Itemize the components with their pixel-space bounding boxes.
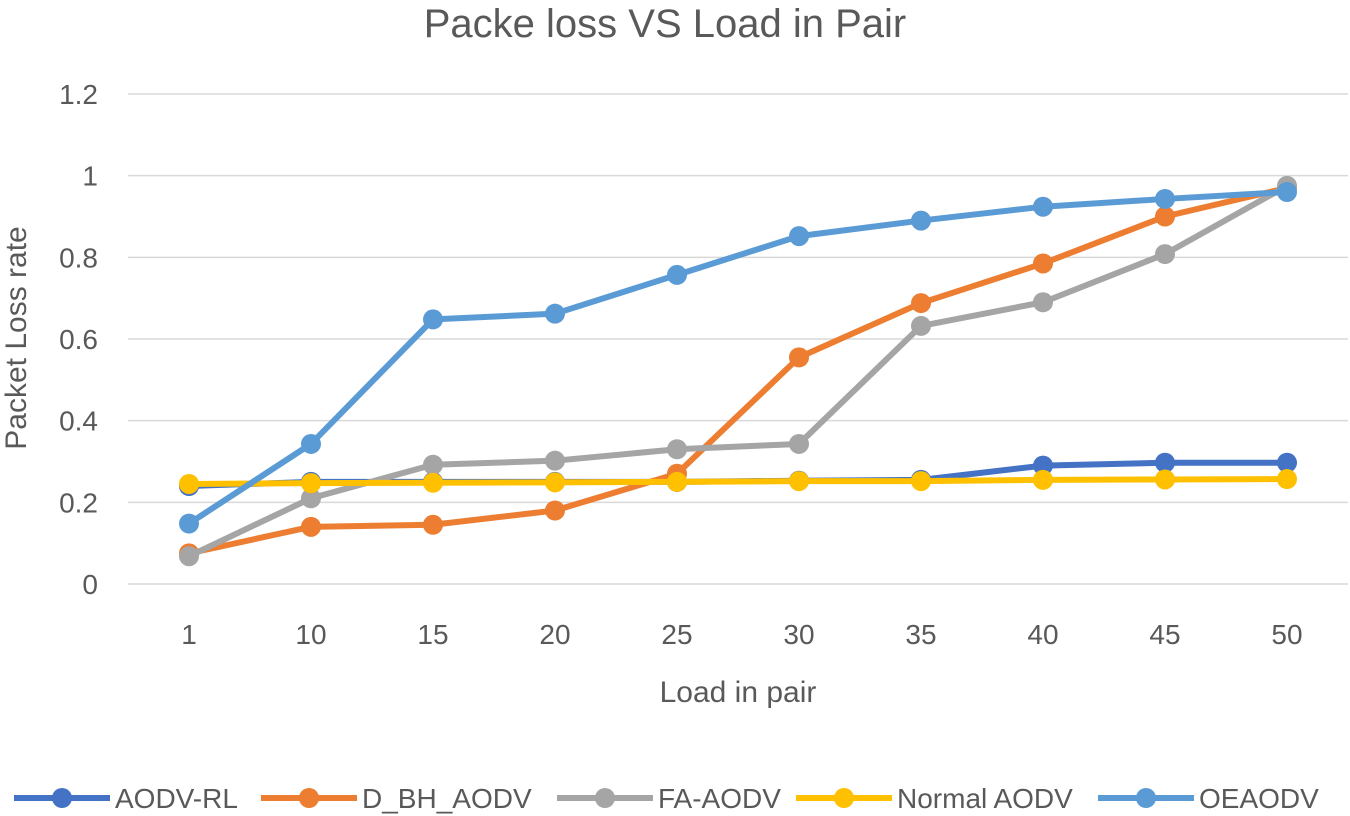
x-axis-title: Load in pair (660, 676, 817, 709)
x-tick-label: 15 (417, 619, 448, 650)
legend-label: FA-AODV (658, 783, 781, 814)
data-point-normal-aodv (545, 472, 565, 493)
data-point-fa-aodv (301, 488, 321, 509)
data-point-fa-aodv (1155, 244, 1175, 265)
data-point-normal-aodv (789, 471, 809, 492)
data-point-d-bh-aodv (423, 514, 443, 535)
data-point-d-bh-aodv (789, 347, 809, 368)
legend-swatch-marker (52, 788, 72, 808)
data-point-aodv-rl (1277, 452, 1297, 473)
y-tick-label: 1.2 (59, 79, 98, 110)
legend-item-d-bh-aodv: D_BH_AODV (261, 783, 532, 814)
legend-swatch-marker (1136, 788, 1156, 808)
data-point-d-bh-aodv (301, 516, 321, 537)
legend-label: D_BH_AODV (362, 783, 532, 814)
data-point-fa-aodv (423, 454, 443, 475)
x-tick-label: 35 (905, 619, 936, 650)
data-point-fa-aodv (1033, 292, 1053, 313)
data-point-fa-aodv (789, 433, 809, 454)
y-tick-label: 0 (82, 569, 98, 600)
data-point-normal-aodv (1155, 469, 1175, 490)
data-point-oeaodv (667, 264, 687, 285)
y-axis-title: Packet Loss rate (0, 226, 33, 449)
data-point-aodv-rl (1155, 452, 1175, 473)
x-tick-label: 10 (295, 619, 326, 650)
data-point-oeaodv (1277, 182, 1297, 202)
legend-item-fa-aodv: FA-AODV (557, 783, 781, 814)
x-tick-label: 30 (783, 619, 814, 650)
legend-item-oeaodv: OEAODV (1098, 783, 1319, 814)
x-tick-label: 40 (1027, 619, 1058, 650)
y-tick-label: 0.6 (59, 324, 98, 355)
data-point-normal-aodv (423, 472, 443, 493)
legend-item-aodv-rl: AODV-RL (14, 783, 238, 814)
series-line-oeaodv (186, 189, 1290, 527)
series-lines (179, 175, 1297, 567)
x-tick-label: 25 (661, 619, 692, 650)
legend: AODV-RL D_BH_AODV FA-AODV Normal AODV OEAODV (14, 783, 1319, 814)
data-point-normal-aodv (1277, 469, 1297, 490)
legend-swatch-marker (834, 788, 854, 808)
chart-title: Packe loss VS Load in Pair (423, 2, 907, 46)
data-point-oeaodv (1155, 188, 1175, 209)
gridlines (128, 93, 1348, 585)
legend-item-normal-aodv: Normal AODV (796, 783, 1073, 814)
series-normal-aodv (179, 469, 1297, 494)
series-oeaodv (179, 182, 1297, 534)
data-point-d-bh-aodv (545, 500, 565, 521)
legend-label: AODV-RL (115, 783, 238, 814)
data-point-normal-aodv (1033, 469, 1053, 490)
y-tick-label: 1 (82, 161, 98, 192)
legend-swatch-marker (299, 788, 319, 808)
y-tick-label: 0.4 (59, 406, 98, 437)
x-tick-label: 50 (1271, 619, 1302, 650)
legend-label: Normal AODV (897, 783, 1073, 814)
y-tick-label: 0.2 (59, 487, 98, 518)
data-point-oeaodv (423, 309, 443, 330)
data-point-normal-aodv (667, 471, 687, 492)
legend-swatch-marker (595, 788, 615, 808)
data-point-fa-aodv (179, 546, 199, 567)
series-line-normal-aodv (186, 476, 1290, 487)
legend-label: OEAODV (1199, 783, 1319, 814)
series-d-bh-aodv (179, 177, 1297, 564)
data-point-d-bh-aodv (1155, 206, 1175, 227)
data-point-normal-aodv (911, 471, 931, 492)
data-point-fa-aodv (667, 439, 687, 460)
data-point-oeaodv (789, 226, 809, 247)
data-point-oeaodv (1033, 196, 1053, 217)
y-axis-ticks: 0 0.2 0.4 0.6 0.8 1 1.2 (59, 79, 98, 600)
data-point-normal-aodv (179, 473, 199, 494)
data-point-oeaodv (545, 303, 565, 324)
data-point-fa-aodv (545, 450, 565, 471)
data-point-normal-aodv (301, 473, 321, 494)
y-tick-label: 0.8 (59, 242, 98, 273)
data-point-d-bh-aodv (1033, 253, 1053, 274)
series-line-fa-aodv (186, 182, 1290, 560)
series-fa-aodv (179, 175, 1297, 567)
series-line-d-bh-aodv (186, 184, 1290, 557)
x-tick-label: 45 (1149, 619, 1180, 650)
data-point-oeaodv (911, 210, 931, 231)
x-tick-label: 1 (181, 619, 197, 650)
x-tick-label: 20 (539, 619, 570, 650)
data-point-d-bh-aodv (911, 293, 931, 314)
data-point-aodv-rl (1033, 455, 1053, 476)
x-axis-ticks: 1 10 15 20 25 30 35 40 45 50 (181, 619, 1302, 650)
data-point-oeaodv (179, 513, 199, 534)
data-point-fa-aodv (911, 315, 931, 336)
data-point-oeaodv (301, 433, 321, 454)
